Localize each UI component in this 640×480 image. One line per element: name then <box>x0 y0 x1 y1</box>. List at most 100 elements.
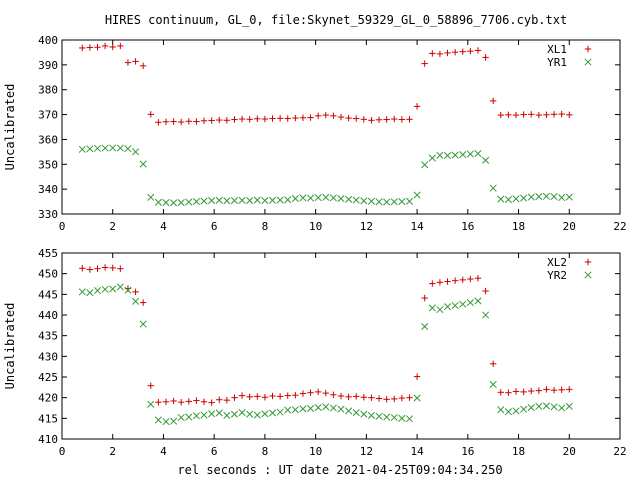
bottom-plot: 0 2 4 6 8 10 12 14 16 18 20 22 410 415 420 425 430 435 44… <box>3 247 627 458</box>
chart-title: HIRES continuum, GL_0, file:Skynet_59329… <box>105 13 567 27</box>
data-point-xl1 <box>489 97 497 105</box>
data-point-xl1 <box>109 43 116 51</box>
data-point-xl1 <box>444 49 451 57</box>
data-point-yr1 <box>383 198 391 206</box>
y-tick-label: 440 <box>38 309 58 322</box>
data-point-yr1 <box>86 145 94 153</box>
data-point-xl1 <box>337 113 345 121</box>
data-point-xl1 <box>117 42 124 50</box>
data-point-xl1 <box>566 111 573 119</box>
data-point-xl2 <box>284 392 291 399</box>
data-point-yr1 <box>223 197 231 205</box>
x-tick-label: 10 <box>309 220 322 233</box>
data-point-xl1 <box>528 111 535 118</box>
x-tick-label: 6 <box>211 445 218 458</box>
data-point-xl2 <box>550 387 558 394</box>
data-point-xl2 <box>421 294 428 302</box>
data-point-yr2 <box>443 303 452 311</box>
data-point-xl1 <box>124 59 132 66</box>
legend-marker-xl1 <box>584 45 592 53</box>
data-point-yr1 <box>352 196 360 204</box>
data-point-yr2 <box>223 411 231 419</box>
data-point-xl2 <box>337 392 345 400</box>
data-point-xl1 <box>86 44 94 51</box>
data-point-yr1 <box>314 194 322 202</box>
data-point-xl1 <box>246 116 253 123</box>
data-point-yr2 <box>246 410 254 418</box>
legend-label-xl2: XL2 <box>547 256 567 269</box>
data-point-xl1 <box>451 48 459 56</box>
data-point-xl2 <box>520 388 527 396</box>
data-point-yr1 <box>215 196 223 204</box>
data-point-yr2 <box>542 402 550 410</box>
legend-marker-xl2 <box>584 258 592 266</box>
data-point-yr1 <box>405 197 414 205</box>
data-point-yr1 <box>177 199 185 207</box>
x-tick-label: 0 <box>59 445 66 458</box>
data-point-xl1 <box>421 60 428 67</box>
data-point-yr2 <box>230 410 239 418</box>
data-point-yr1 <box>322 193 330 201</box>
data-point-yr2 <box>497 406 505 414</box>
top-y-ticks: 330 340 350 360 370 380 390 400 <box>38 34 620 221</box>
y-tick-label: 455 <box>38 247 58 260</box>
data-point-xl1 <box>474 47 482 54</box>
y-tick-label: 350 <box>38 158 58 171</box>
data-point-xl1 <box>353 115 360 122</box>
data-point-yr2 <box>253 411 261 419</box>
data-point-yr1 <box>329 194 337 202</box>
data-point-yr2 <box>261 410 269 418</box>
data-point-yr1 <box>436 151 444 159</box>
data-point-xl1 <box>497 111 504 119</box>
legend-symbol-xl1 <box>584 45 592 53</box>
data-point-xl2 <box>101 264 109 271</box>
x-tick-label: 12 <box>360 445 373 458</box>
data-point-xl2 <box>467 275 474 283</box>
data-point-xl1 <box>231 116 238 123</box>
data-point-yr1 <box>284 196 292 204</box>
data-point-yr1 <box>268 196 277 204</box>
data-point-yr1 <box>124 145 132 153</box>
data-point-yr2 <box>322 403 330 411</box>
data-point-xl2 <box>132 288 139 296</box>
data-point-yr2 <box>268 409 277 417</box>
data-point-yr1 <box>550 193 558 201</box>
y-tick-label: 370 <box>38 109 58 122</box>
data-point-xl2 <box>109 264 116 272</box>
data-point-xl1 <box>482 54 489 61</box>
data-point-yr1 <box>162 199 170 207</box>
x-tick-label: 12 <box>360 220 373 233</box>
data-point-xl1 <box>79 44 86 52</box>
data-point-xl2 <box>497 389 504 396</box>
data-point-yr1 <box>101 144 109 152</box>
y-tick-label: 420 <box>38 392 58 405</box>
data-point-xl2 <box>330 391 337 398</box>
data-point-yr1 <box>147 193 155 201</box>
data-point-yr2 <box>451 301 459 310</box>
data-point-yr2 <box>459 300 467 308</box>
y-tick-label: 425 <box>38 371 58 384</box>
data-point-xl2 <box>208 399 215 406</box>
legend-label-xl1: XL1 <box>547 43 567 56</box>
data-point-xl2 <box>139 299 147 306</box>
data-point-yr1 <box>230 197 239 205</box>
top-series-layer <box>78 42 573 207</box>
legend-label-yr1: YR1 <box>547 56 567 69</box>
x-tick-label: 14 <box>410 445 424 458</box>
data-point-yr1 <box>170 199 178 207</box>
data-point-xl2 <box>147 382 154 389</box>
data-point-yr2 <box>314 404 322 412</box>
data-point-xl2 <box>193 397 200 404</box>
data-point-yr2 <box>550 403 558 411</box>
x-tick-label: 22 <box>613 445 626 458</box>
x-tick-label: 8 <box>262 220 269 233</box>
data-point-yr2 <box>101 285 109 293</box>
data-point-yr2 <box>208 410 216 418</box>
data-point-xl1 <box>330 112 337 120</box>
data-point-xl2 <box>162 398 170 405</box>
data-point-xl1 <box>101 42 109 50</box>
data-point-yr2 <box>565 402 573 410</box>
data-point-xl2 <box>406 394 413 401</box>
data-point-yr1 <box>253 196 261 204</box>
data-point-xl1 <box>307 114 314 121</box>
